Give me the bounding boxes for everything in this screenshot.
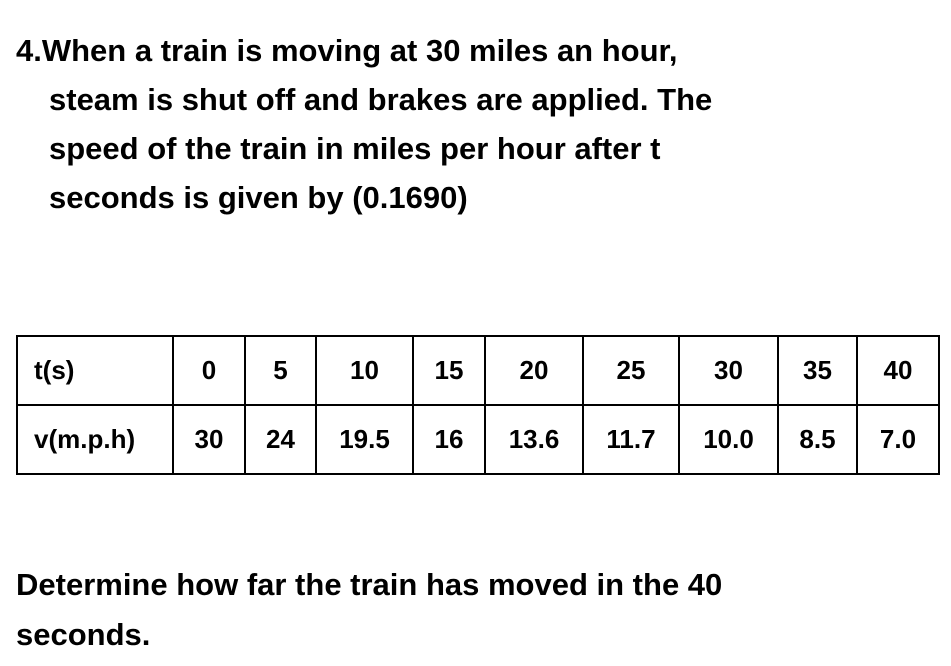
table-cell: 30 [678,335,779,406]
question-line: speed of the train in miles per hour aft… [49,131,661,166]
table-cell: 19.5 [315,404,414,475]
table-cell: 10 [315,335,414,406]
table-cell: 20 [484,335,584,406]
table-row: v(m.p.h) 30 24 19.5 16 13.6 11.7 10.0 8.… [16,404,940,475]
prompt-line: Determine how far the train has moved in… [16,567,723,602]
table-cell: 0 [172,335,246,406]
table-cell: 11.7 [582,404,680,475]
table-cell: 24 [244,404,317,475]
table-cell: 10.0 [678,404,779,475]
table-cell: 5 [244,335,317,406]
question-text: 4.When a train is moving at 30 miles an … [16,26,916,222]
table-cell: 7.0 [856,404,940,475]
question-line: steam is shut off and brakes are applied… [49,82,713,117]
row-header-time: t(s) [16,335,174,406]
table-cell: 16 [412,404,486,475]
table-cell: 35 [777,335,858,406]
table-cell: 25 [582,335,680,406]
question-line: 4.When a train is moving at 30 miles an … [16,33,678,68]
question-line: seconds is given by (0.1690) [49,180,468,215]
table-cell: 8.5 [777,404,858,475]
row-header-velocity: v(m.p.h) [16,404,174,475]
table-cell: 30 [172,404,246,475]
table-cell: 15 [412,335,486,406]
table-cell: 40 [856,335,940,406]
task-prompt: Determine how far the train has moved in… [16,560,936,660]
table-row: t(s) 0 5 10 15 20 25 30 35 40 [16,335,940,406]
speed-time-table: t(s) 0 5 10 15 20 25 30 35 40 v(m.p.h) 3… [16,335,940,475]
table-cell: 13.6 [484,404,584,475]
prompt-line: seconds. [16,617,151,652]
